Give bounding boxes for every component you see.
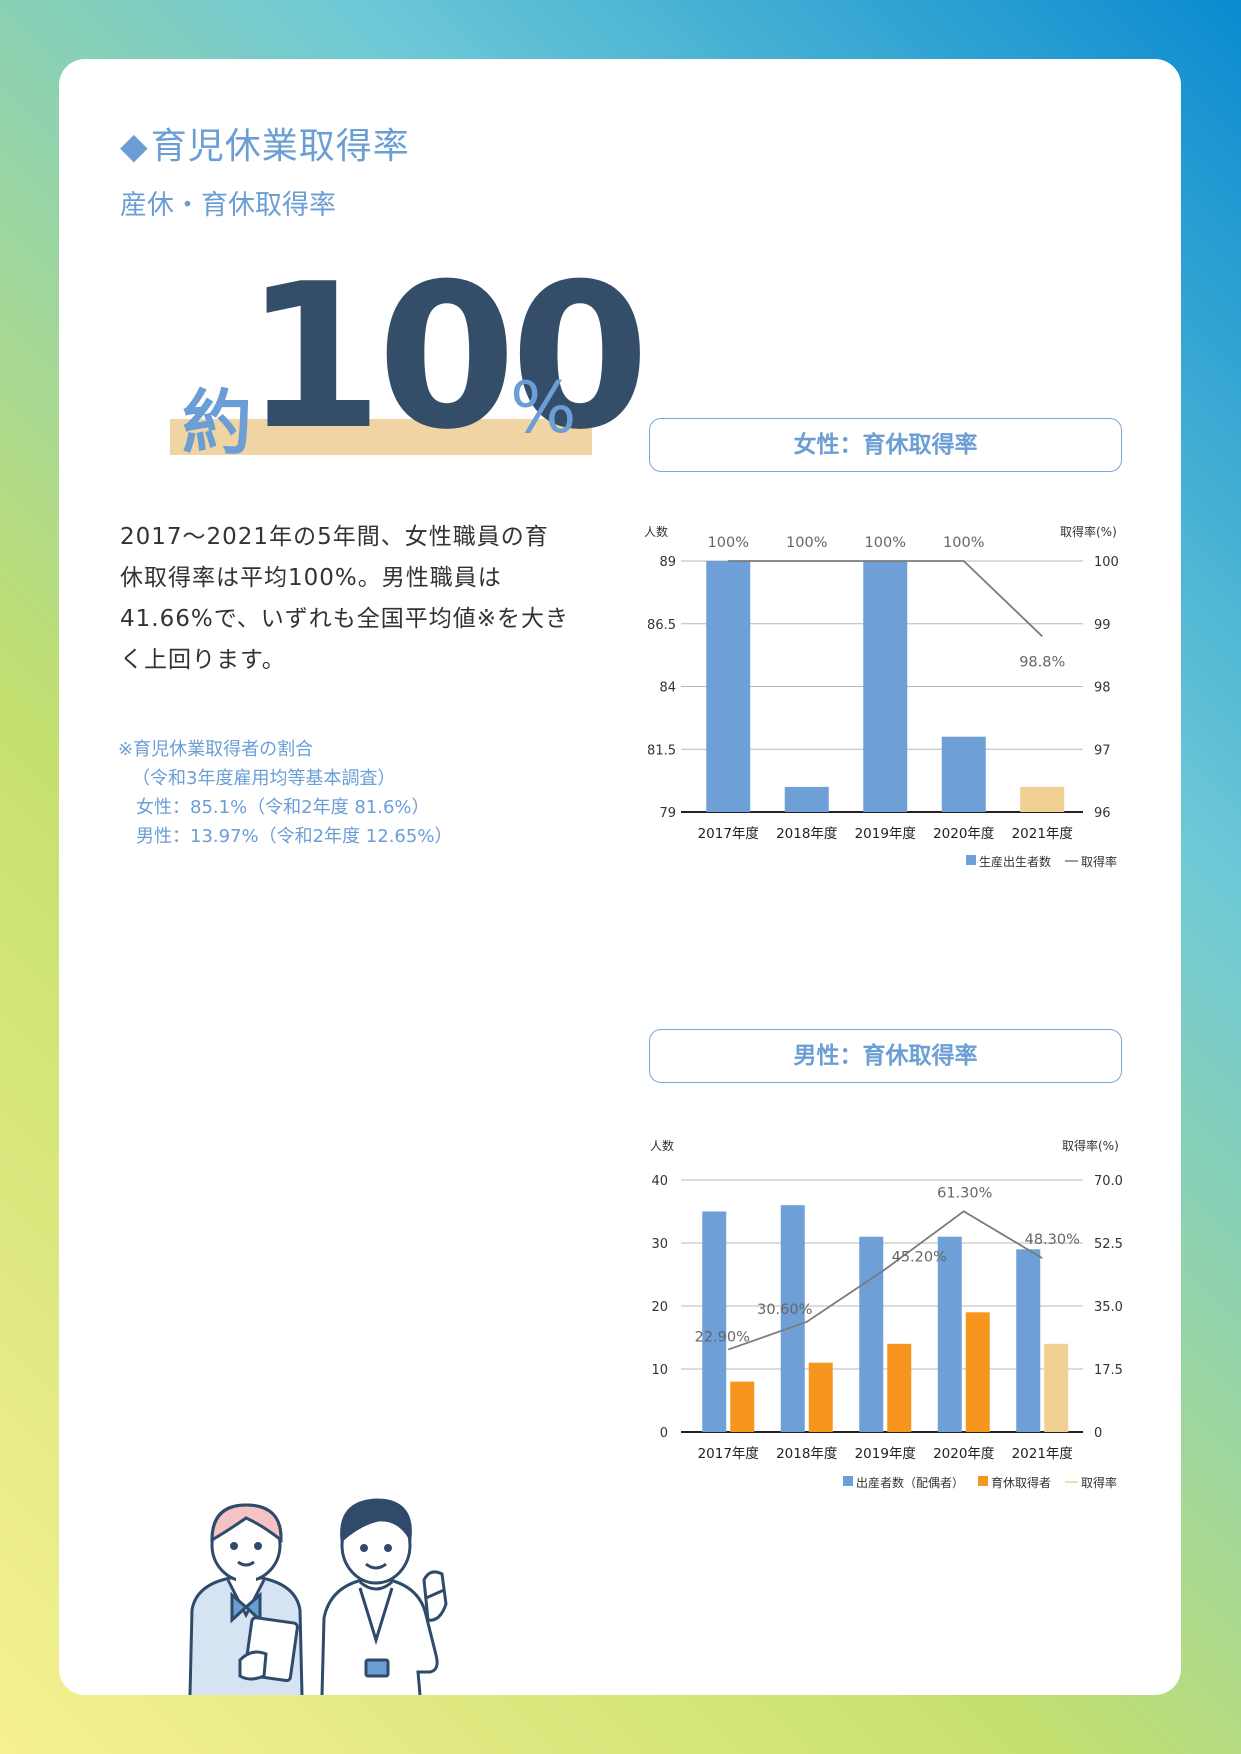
female-left-tick-label: 89 (659, 555, 676, 570)
female-legend-label: 生産出生者数 (979, 854, 1051, 869)
female-bar-primary (1020, 786, 1065, 812)
diamond-icon: ◆ (120, 126, 149, 167)
male-legend-swatch (978, 1476, 988, 1486)
male-right-tick-label: 17.5 (1094, 1363, 1123, 1378)
male-category-label: 2019年度 (855, 1446, 916, 1462)
male-rate-data-label: 48.30% (1025, 1232, 1080, 1248)
female-legend-swatch (966, 855, 976, 865)
content-card (59, 59, 1181, 1695)
female-category-label: 2020年度 (933, 826, 994, 842)
female-rate-data-label: 100% (865, 535, 906, 551)
male-right-tick-label: 70.0 (1094, 1174, 1123, 1189)
female-category-label: 2019年度 (855, 826, 916, 842)
male-category-label: 2017年度 (698, 1446, 759, 1462)
female-left-tick-label: 84 (659, 681, 676, 696)
male-left-tick-label: 0 (660, 1426, 668, 1441)
male-right-tick-label: 35.0 (1094, 1300, 1123, 1315)
female-left-tick-label: 86.5 (647, 618, 676, 633)
page-subheading: 産休・育休取得率 (120, 190, 336, 221)
male-bar-primary (780, 1205, 805, 1432)
female-bar-primary (784, 786, 829, 812)
male-rate-data-label: 61.30% (937, 1185, 992, 1201)
female-rate-data-label: 100% (786, 535, 827, 551)
male-bar-primary (937, 1236, 962, 1432)
male-category-label: 2021年度 (1012, 1446, 1073, 1462)
male-left-tick-label: 20 (651, 1300, 668, 1315)
male-rate-data-label: 22.90% (695, 1330, 750, 1346)
female-rate-data-label: 98.8% (1019, 654, 1065, 670)
headline-prefix: 約 (182, 382, 252, 464)
female-bar-primary (706, 561, 751, 812)
male-bar-primary (702, 1211, 727, 1432)
footnote-line: 女性：85.1%（令和2年度 81.6%） (136, 797, 430, 818)
male-left-tick-label: 30 (651, 1237, 668, 1252)
male-category-label: 2018年度 (776, 1446, 837, 1462)
female-rate-data-label: 100% (708, 535, 749, 551)
highlight-band (170, 419, 592, 455)
male-category-label: 2020年度 (933, 1446, 994, 1462)
footnote-line: （令和3年度雇用均等基本調査） (132, 768, 396, 789)
male-left-axis-label: 人数 (650, 1138, 674, 1153)
male-rate-data-label: 45.20% (892, 1249, 947, 1265)
female-right-tick-label: 96 (1094, 806, 1111, 821)
male-staff-figure (320, 1498, 448, 1696)
male-rate-line (727, 1210, 1043, 1351)
male-left-tick-label: 10 (651, 1363, 668, 1378)
female-staff-figure (188, 1503, 304, 1696)
female-category-label: 2021年度 (1012, 826, 1073, 842)
male-right-axis-label: 取得率(%) (1062, 1138, 1119, 1153)
male-bar-secondary (1044, 1343, 1069, 1432)
female-right-tick-label: 97 (1094, 743, 1111, 758)
page-heading: ◆育児休業取得率 (120, 117, 410, 169)
male-bar-secondary (965, 1312, 990, 1432)
male-legend-label: 取得率 (1081, 1475, 1117, 1490)
page-heading-text: 育児休業取得率 (150, 126, 410, 167)
male-rate-data-label: 30.60% (757, 1302, 812, 1318)
female-right-tick-label: 99 (1094, 618, 1111, 633)
female-right-tick-label: 100 (1094, 555, 1119, 570)
male-left-tick-label: 40 (651, 1174, 668, 1189)
description-text: 2017～2021年の5年間、女性職員の育 休取得率は平均100%。男性職員は … (120, 517, 590, 681)
female-left-axis-label: 人数 (644, 524, 668, 539)
footnote: ※育児休業取得者の割合 （令和3年度雇用均等基本調査） 女性：85.1%（令和2… (118, 735, 452, 851)
footnote-line: 男性：13.97%（令和2年度 12.65%） (136, 826, 453, 847)
female-right-axis-label: 取得率(%) (1060, 524, 1117, 539)
male-chart-title: 男性：育休取得率 (649, 1029, 1122, 1083)
male-bar-primary (859, 1236, 884, 1432)
description-line: 休取得率は平均100%。男性職員は (120, 565, 502, 591)
male-bar-primary (1016, 1249, 1041, 1432)
male-right-tick-label: 52.5 (1094, 1237, 1123, 1252)
female-category-label: 2017年度 (698, 826, 759, 842)
male-bar-secondary (730, 1381, 755, 1432)
female-rate-line (728, 560, 1043, 637)
female-bar-primary (941, 736, 986, 812)
headline-figure: 約 100 % (170, 241, 649, 474)
male-legend-swatch (843, 1476, 853, 1486)
staff-illustration (188, 1498, 448, 1696)
female-rate-data-label: 100% (943, 535, 984, 551)
female-legend-label: 取得率 (1081, 854, 1117, 869)
headline-unit: % (510, 367, 577, 449)
male-right-tick-label: 0 (1094, 1426, 1102, 1441)
footnote-line: ※育児休業取得者の割合 (118, 739, 314, 760)
description-line: 2017～2021年の5年間、女性職員の育 (120, 524, 549, 550)
female-chart-title: 女性：育休取得率 (649, 418, 1122, 472)
headline-number: 100 (244, 241, 649, 474)
male-bar-secondary (808, 1362, 833, 1432)
description-line: く上回ります。 (120, 647, 286, 673)
male-legend-label: 出産者数（配偶者） (856, 1475, 964, 1490)
male-legend-label: 育休取得者 (991, 1475, 1051, 1490)
female-left-tick-label: 79 (659, 806, 676, 821)
description-line: 41.66%で、いずれも全国平均値※を大き (120, 606, 570, 632)
female-left-tick-label: 81.5 (647, 743, 676, 758)
female-right-tick-label: 98 (1094, 681, 1111, 696)
female-category-label: 2018年度 (776, 826, 837, 842)
female-bar-primary (863, 561, 908, 812)
male-bar-secondary (887, 1343, 912, 1432)
